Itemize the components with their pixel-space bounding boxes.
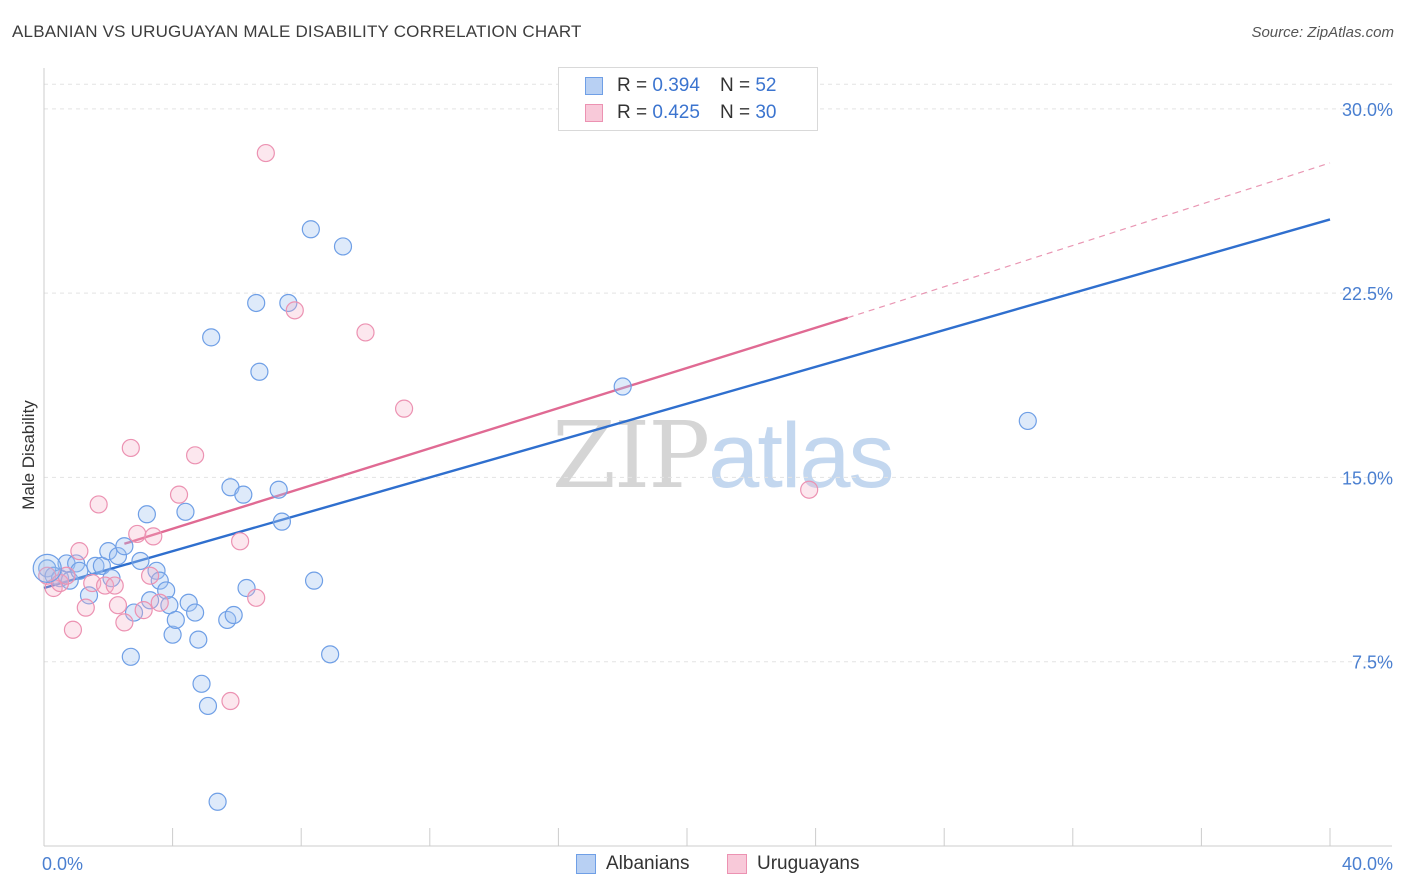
albanian-point <box>250 362 269 381</box>
uruguayan-point <box>128 524 147 544</box>
albanian-point <box>150 571 169 590</box>
albanian-point <box>304 571 324 590</box>
x-tick-label: 0.0% <box>42 854 83 874</box>
albanian-point <box>189 630 208 649</box>
uruguayan-point <box>57 566 76 585</box>
n-label: N = <box>719 102 751 123</box>
y-axis-label: Male Disability <box>19 400 38 510</box>
uruguayan-trend-extension <box>847 162 1331 319</box>
uruguayan-point <box>144 527 163 546</box>
uruguayans-swatch <box>585 104 603 122</box>
uruguayan-point <box>115 613 134 632</box>
r-value: 0.394 <box>652 75 700 96</box>
uruguayan-point <box>800 480 819 499</box>
y-tick-label: 15.0% <box>1342 468 1393 488</box>
watermark-atlas: atlas <box>708 405 894 507</box>
uruguayan-point <box>140 566 160 585</box>
albanian-point <box>224 605 243 625</box>
uruguayans-legend-label: Uruguayans <box>757 853 860 874</box>
albanian-trend-line <box>43 218 1331 590</box>
albanian-point <box>247 293 266 313</box>
bottom-legend-albanians: Albanians <box>576 852 689 876</box>
albanian-point <box>115 537 134 556</box>
r-value: 0.425 <box>652 102 700 123</box>
axis-layer <box>43 68 1392 847</box>
albanian-point <box>131 551 150 571</box>
uruguayan-point <box>63 620 83 639</box>
grid-layer <box>44 83 1392 663</box>
y-tick-label: 22.5% <box>1342 284 1393 304</box>
source-note: Source: ZipAtlas.com <box>1251 24 1394 41</box>
x-tick-label: 40.0% <box>1342 854 1393 874</box>
albanian-point <box>208 792 227 811</box>
albanian-point <box>163 625 182 644</box>
n-value: 52 <box>755 75 777 96</box>
uruguayan-point <box>121 438 140 458</box>
albanian-point <box>38 559 57 578</box>
uruguayans-legend-swatch <box>727 854 747 874</box>
albanian-point <box>192 674 211 693</box>
r-label: R = <box>617 102 648 123</box>
albanian-point <box>321 645 340 664</box>
albanian-point <box>166 610 185 630</box>
uruguayan-point <box>89 495 108 514</box>
uruguayan-point <box>356 323 375 342</box>
albanian-point <box>1018 411 1037 431</box>
albanian-point <box>333 237 353 256</box>
r-label: R = <box>617 75 648 96</box>
label-layer: 7.5% 15.0% 22.5% 30.0% 0.0% 40.0% <box>42 100 1393 874</box>
albanian-point <box>279 293 298 313</box>
uruguayan-point <box>186 446 205 465</box>
n-value: 30 <box>755 102 777 123</box>
points-layer <box>32 143 1037 811</box>
trend-layer <box>43 162 1331 590</box>
albanian-point <box>272 512 292 531</box>
uruguayan-point <box>394 399 414 418</box>
albanians-legend-swatch <box>576 854 596 874</box>
uruguayan-point <box>76 598 95 617</box>
uruguayan-point <box>108 596 128 615</box>
uruguayan-point <box>231 532 250 551</box>
albanians-swatch <box>585 77 603 95</box>
uruguayan-trend-line <box>124 316 849 545</box>
albanian-point <box>198 696 218 716</box>
albanians-legend-label: Albanians <box>606 853 690 874</box>
albanian-point <box>121 647 140 666</box>
uruguayan-point <box>247 588 266 607</box>
uruguayan-point <box>169 485 189 504</box>
albanian-point <box>301 220 320 239</box>
uruguayan-point <box>221 691 240 711</box>
bottom-legend-uruguayans: Uruguayans <box>727 852 859 876</box>
uruguayan-point <box>150 593 169 612</box>
albanian-point <box>179 593 198 612</box>
uruguayan-point <box>256 143 275 163</box>
albanian-cluster-point <box>32 553 62 583</box>
stats-legend: R = 0.394 N = 52 R = 0.425 N = 30 <box>558 67 818 131</box>
albanian-point <box>234 485 253 504</box>
albanian-point <box>237 578 256 598</box>
n-label: N = <box>719 75 751 96</box>
albanian-point <box>137 505 156 524</box>
uruguayan-point <box>285 301 304 320</box>
chart-title: ALBANIAN VS URUGUAYAN MALE DISABILITY CO… <box>12 22 582 41</box>
y-tick-label: 7.5% <box>1352 653 1393 673</box>
albanian-point <box>176 502 195 521</box>
albanian-point <box>202 328 221 347</box>
albanian-point <box>86 556 105 575</box>
albanian-point <box>269 480 288 499</box>
uruguayan-point <box>105 576 124 595</box>
legend-row-uruguayans: R = 0.425 N = 30 <box>585 101 776 125</box>
albanian-point <box>186 603 205 622</box>
uruguayan-point <box>134 601 153 620</box>
uruguayan-point <box>70 542 89 561</box>
albanian-point <box>613 377 632 396</box>
legend-row-albanians: R = 0.394 N = 52 <box>585 74 776 98</box>
y-tick-label: 30.0% <box>1342 100 1393 120</box>
albanian-point <box>108 546 128 566</box>
uruguayan-point <box>95 576 115 595</box>
